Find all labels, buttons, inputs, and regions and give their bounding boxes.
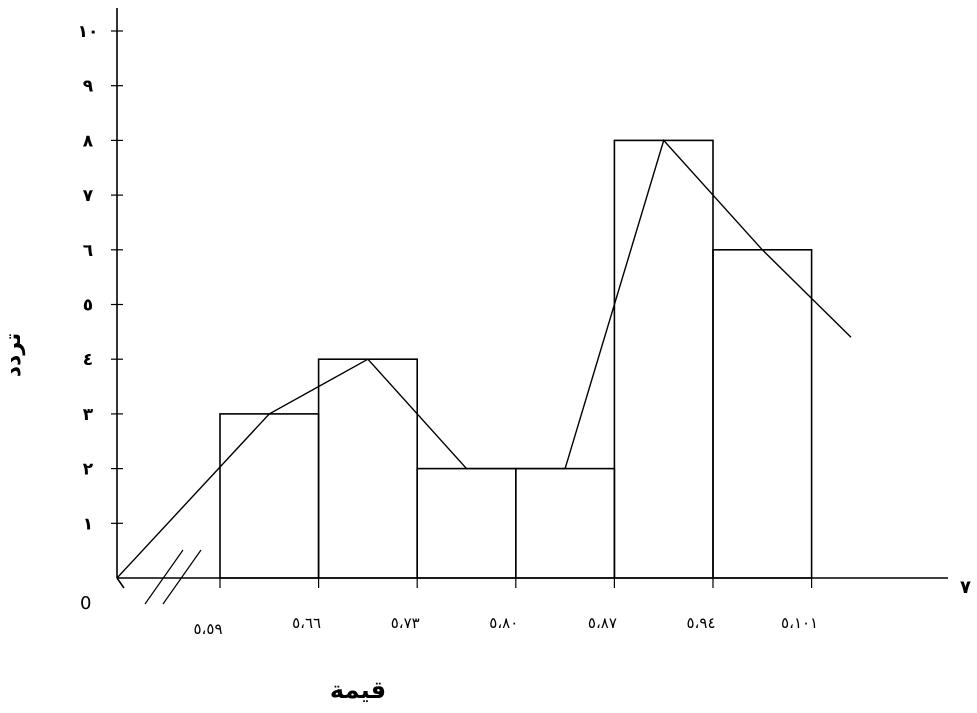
histogram-bar <box>219 413 320 579</box>
x-axis-downstroke <box>116 577 125 589</box>
y-ticks: ١ ٢ ٣ ٤ ٥ ٦ ٧ ٨ ٩ ١٠ <box>78 22 123 534</box>
y-tick-label: ٦ <box>83 241 93 261</box>
y-tick-label: ٤ <box>83 350 93 370</box>
x-axis-title: قيمة <box>330 676 386 704</box>
histogram-bar <box>712 249 813 579</box>
histogram-bar <box>613 139 714 579</box>
y-tick-label: ٢ <box>83 460 94 480</box>
x-tick-label: ٥،٨٠ <box>489 614 518 632</box>
y-tick-label: ٩ <box>83 77 94 97</box>
histogram-bar <box>416 467 517 579</box>
y-axis-title: تردد <box>1 333 26 378</box>
x-axis-end-label: ٧ <box>960 577 971 598</box>
x-tick-label: ٥،٩٤ <box>686 614 715 632</box>
y-tick-label: ٨ <box>83 131 94 151</box>
x-tick-label: ٥،٦٦ <box>292 614 321 632</box>
x-tick-label: ٥،٧٣ <box>391 614 420 632</box>
histogram-bar <box>514 467 616 579</box>
y-tick-label: ٧ <box>83 186 94 206</box>
x-tick-labels: ٥،٥٩ ٥،٦٦ ٥،٧٣ ٥،٨٠ ٥،٨٧ ٥،٩٤ ٥،١٠١ <box>193 578 818 638</box>
x-tick-label: ٥،٨٧ <box>588 614 617 632</box>
y-tick-label: ١ <box>83 514 93 534</box>
frequency-polygon <box>116 139 852 579</box>
axes <box>116 8 948 589</box>
axis-break-marks <box>144 549 202 605</box>
y-tick-label: ٥ <box>83 296 93 316</box>
origin-label: 0 <box>80 593 91 614</box>
histogram-bar <box>317 358 419 579</box>
x-tick-label: ٥،١٠١ <box>781 614 818 632</box>
y-tick-label: ٣ <box>83 405 94 425</box>
x-tick-label: ٥،٥٩ <box>193 620 222 638</box>
y-tick-label: ١٠ <box>78 22 99 42</box>
